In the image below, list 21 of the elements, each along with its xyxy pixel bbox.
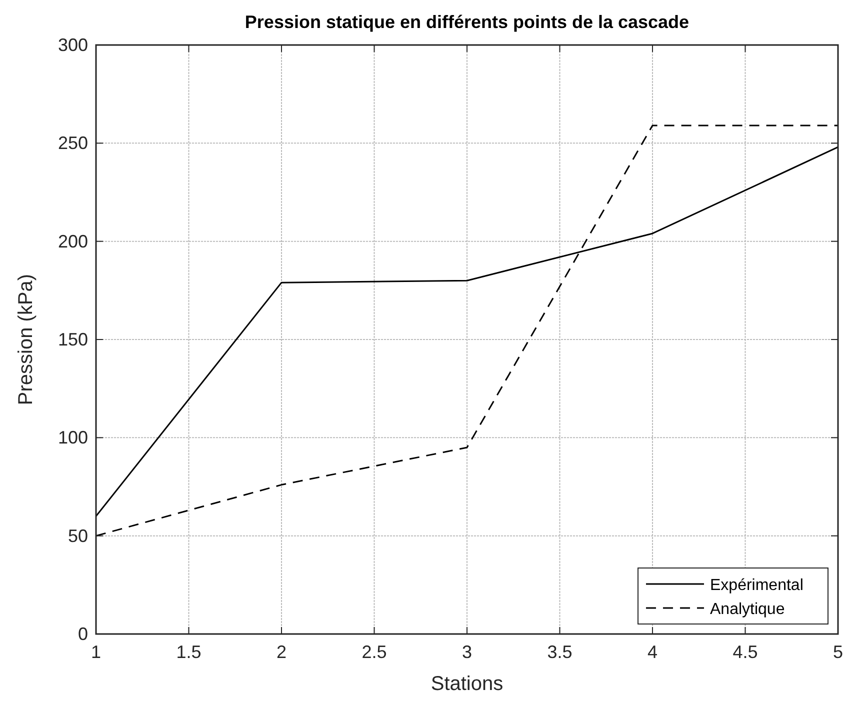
- chart-title: Pression statique en différents points de la cascade: [244, 12, 690, 32]
- x-tick-label: 4: [647, 642, 658, 662]
- x-tick-label: 3: [462, 642, 472, 662]
- y-axis-title: Pression (kPa): [15, 274, 37, 406]
- x-tick-label: 2.5: [362, 642, 387, 662]
- y-tick-label: 100: [58, 428, 88, 448]
- x-tick-label: 2: [276, 642, 287, 662]
- x-axis-title: Stations: [430, 673, 504, 695]
- y-tick-label: 250: [58, 133, 88, 154]
- x-tick-label: 5: [832, 642, 844, 662]
- y-tick-label: 50: [68, 526, 88, 546]
- x-tick-label: 1.5: [176, 642, 202, 662]
- legend-label: Analytique: [710, 601, 785, 618]
- y-tick-label: 200: [58, 231, 88, 252]
- y-tick-label: 300: [58, 35, 88, 55]
- x-tick-label: 1: [90, 642, 102, 662]
- x-tick-label: 3.5: [547, 642, 572, 662]
- x-tick-label: 4.5: [732, 642, 758, 662]
- y-tick-label: 150: [58, 330, 88, 350]
- y-tick-label: 0: [78, 624, 88, 644]
- legend-label: Expérimental: [710, 577, 804, 594]
